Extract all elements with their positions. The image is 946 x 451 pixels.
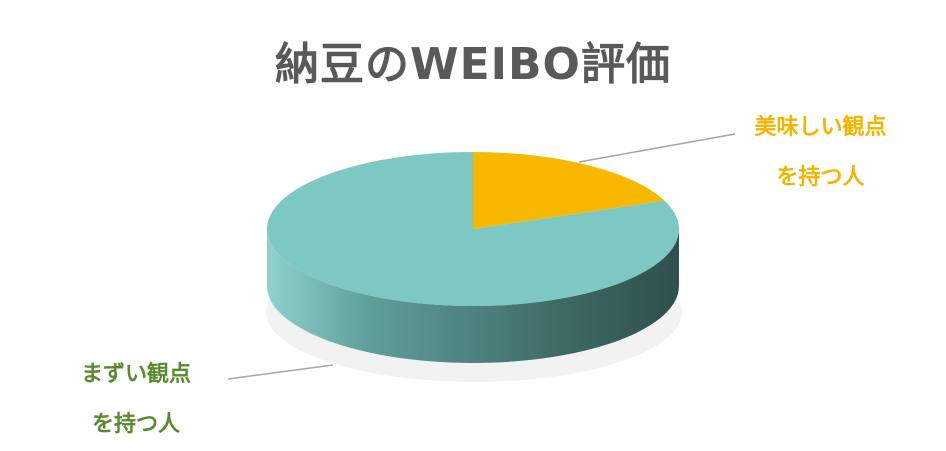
pie-slice-bad	[267, 152, 680, 307]
leader-line-good	[578, 133, 736, 163]
data-label-bad-line-1: まずい観点	[80, 362, 191, 387]
data-label-good: 美味しい観点 を持つ人	[728, 103, 913, 203]
pie-side-wall	[267, 229, 679, 363]
data-label-bad-line-2: を持つ人	[91, 412, 180, 437]
data-label-good-line-2: を持つ人	[776, 165, 865, 190]
leader-line-bad	[227, 364, 334, 380]
pie-slice-good	[473, 152, 665, 229]
chart-title: 納豆のWEIBO評価	[275, 39, 671, 90]
data-label-good-line-1: 美味しい観点	[754, 115, 887, 140]
data-label-bad: まずい観点 を持つ人	[46, 350, 226, 450]
